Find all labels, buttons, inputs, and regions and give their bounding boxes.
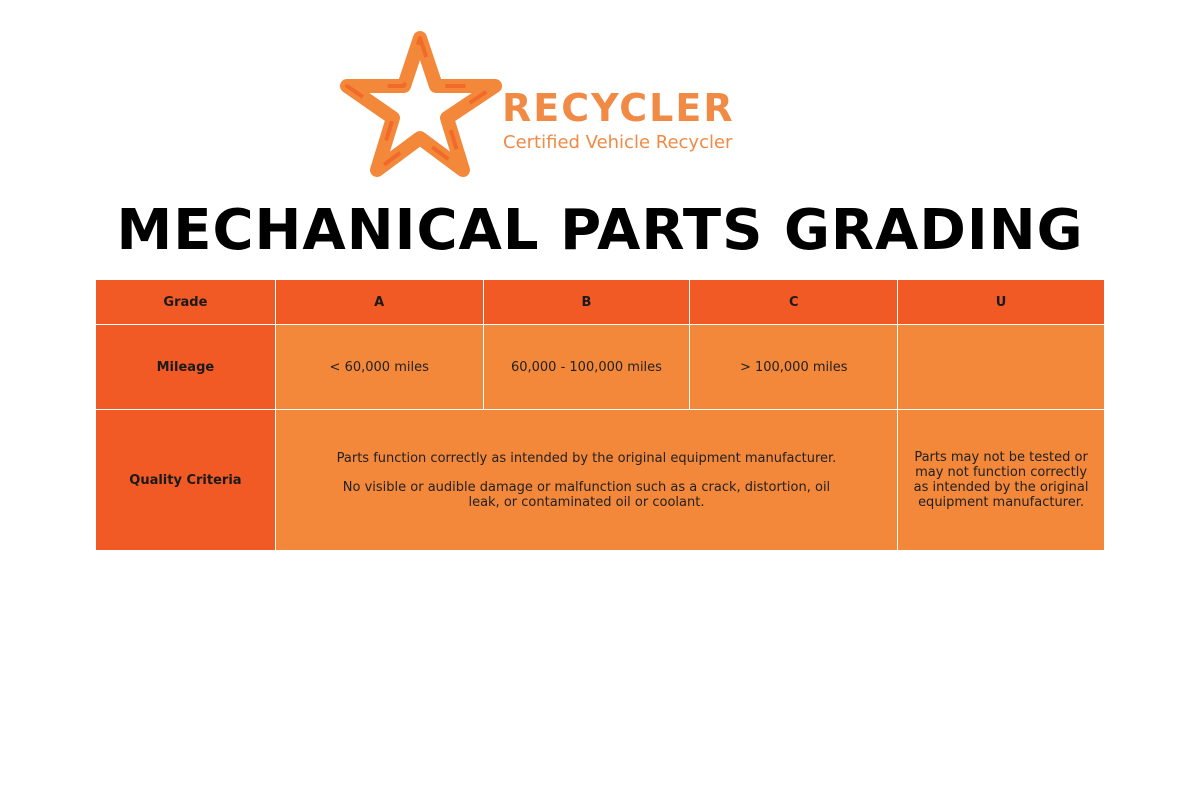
grade-row: Grade A B C U [95,279,1105,325]
quality-abc-line-2: No visible or audible damage or malfunct… [342,479,831,510]
quality-abc-line-1: Parts function correctly as intended by … [336,450,837,466]
brand-tagline: Certified Vehicle Recycler [503,132,733,153]
quality-label: Quality Criteria [95,409,276,551]
grade-b: B [482,279,691,325]
quality-u: Parts may not be tested or may not funct… [897,409,1105,551]
mileage-a: < 60,000 miles [274,324,484,410]
grade-c: C [689,279,899,325]
recycle-star-logo-icon [340,31,502,177]
mileage-b: 60,000 - 100,000 miles [482,324,691,410]
mileage-row: Mileage < 60,000 miles 60,000 - 100,000 … [95,324,1105,410]
grading-table: Grade A B C U Mileage < 60,000 miles 60,… [95,279,1105,551]
quality-row: Quality Criteria Parts function correctl… [95,409,1105,551]
brand-name: RECYCLER [502,86,735,130]
quality-abc: Parts function correctly as intended by … [274,409,899,551]
grade-u: U [897,279,1105,325]
mileage-label: Mileage [95,324,276,410]
page-title: MECHANICAL PARTS GRADING [116,198,1084,263]
mileage-u [897,324,1105,410]
grade-a: A [274,279,484,325]
grade-label: Grade [95,279,276,325]
mileage-c: > 100,000 miles [689,324,899,410]
